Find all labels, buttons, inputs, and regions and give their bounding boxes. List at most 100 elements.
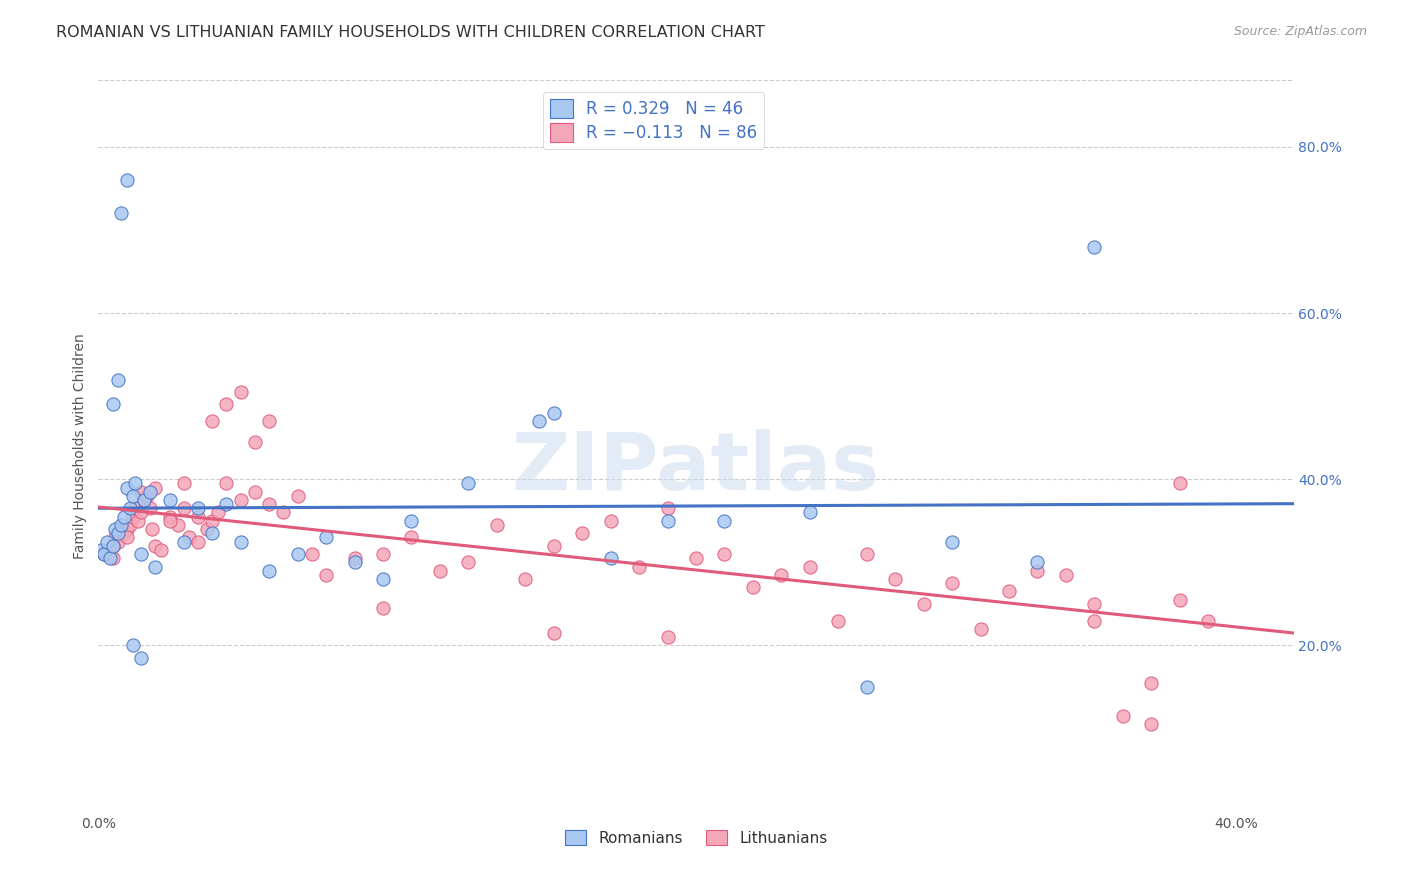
- Point: [90, 542, 112, 557]
- Point: [257, 564, 280, 578]
- Point: [741, 580, 763, 594]
- Point: [1083, 239, 1105, 253]
- Point: [401, 514, 423, 528]
- Point: [884, 572, 907, 586]
- Point: [115, 530, 138, 544]
- Point: [107, 534, 129, 549]
- Point: [855, 547, 877, 561]
- Point: [129, 651, 152, 665]
- Point: [98, 551, 121, 566]
- Point: [201, 414, 224, 428]
- Point: [207, 506, 229, 520]
- Point: [110, 518, 132, 533]
- Point: [215, 397, 238, 411]
- Point: [1197, 614, 1219, 628]
- Y-axis label: Family Households with Children: Family Households with Children: [73, 333, 87, 559]
- Point: [273, 506, 295, 520]
- Point: [657, 501, 679, 516]
- Point: [93, 547, 115, 561]
- Point: [135, 489, 157, 503]
- Point: [112, 526, 135, 541]
- Point: [159, 514, 181, 528]
- Point: [371, 601, 394, 615]
- Point: [143, 539, 166, 553]
- Point: [138, 501, 160, 516]
- Point: [121, 489, 143, 503]
- Point: [301, 547, 323, 561]
- Point: [485, 518, 508, 533]
- Point: [713, 547, 735, 561]
- Point: [110, 206, 132, 220]
- Point: [121, 509, 143, 524]
- Point: [657, 514, 679, 528]
- Point: [159, 493, 181, 508]
- Point: [101, 551, 124, 566]
- Point: [941, 576, 963, 591]
- Point: [173, 534, 195, 549]
- Point: [515, 572, 537, 586]
- Point: [1054, 567, 1077, 582]
- Point: [187, 534, 209, 549]
- Point: [107, 372, 129, 386]
- Point: [1168, 592, 1191, 607]
- Text: Source: ZipAtlas.com: Source: ZipAtlas.com: [1233, 25, 1367, 38]
- Point: [115, 173, 138, 187]
- Point: [257, 497, 280, 511]
- Point: [1026, 564, 1049, 578]
- Point: [912, 597, 935, 611]
- Point: [187, 501, 209, 516]
- Point: [98, 547, 121, 561]
- Point: [401, 530, 423, 544]
- Point: [127, 514, 149, 528]
- Point: [998, 584, 1021, 599]
- Point: [129, 547, 152, 561]
- Point: [343, 551, 366, 566]
- Point: [110, 522, 132, 536]
- Point: [201, 514, 224, 528]
- Point: [201, 526, 224, 541]
- Point: [179, 530, 201, 544]
- Point: [529, 414, 551, 428]
- Point: [1083, 614, 1105, 628]
- Point: [969, 622, 991, 636]
- Point: [173, 476, 195, 491]
- Point: [124, 501, 146, 516]
- Point: [599, 551, 621, 566]
- Point: [159, 509, 181, 524]
- Point: [101, 539, 124, 553]
- Point: [315, 530, 337, 544]
- Point: [1112, 709, 1135, 723]
- Point: [115, 481, 138, 495]
- Point: [827, 614, 849, 628]
- Point: [1026, 555, 1049, 569]
- Point: [770, 567, 793, 582]
- Point: [628, 559, 651, 574]
- Point: [287, 489, 309, 503]
- Point: [657, 630, 679, 644]
- Point: [143, 559, 166, 574]
- Point: [215, 497, 238, 511]
- Point: [104, 530, 127, 544]
- Point: [941, 534, 963, 549]
- Point: [457, 555, 479, 569]
- Point: [543, 539, 565, 553]
- Point: [543, 626, 565, 640]
- Point: [167, 518, 190, 533]
- Point: [371, 572, 394, 586]
- Point: [371, 547, 394, 561]
- Point: [129, 484, 152, 499]
- Point: [187, 509, 209, 524]
- Point: [101, 397, 124, 411]
- Point: [93, 547, 115, 561]
- Text: ZIPatlas: ZIPatlas: [512, 429, 880, 507]
- Point: [429, 564, 451, 578]
- Point: [599, 514, 621, 528]
- Point: [229, 534, 252, 549]
- Point: [343, 555, 366, 569]
- Point: [115, 522, 138, 536]
- Point: [132, 493, 155, 508]
- Point: [104, 522, 127, 536]
- Point: [138, 484, 160, 499]
- Point: [229, 384, 252, 399]
- Point: [1140, 676, 1163, 690]
